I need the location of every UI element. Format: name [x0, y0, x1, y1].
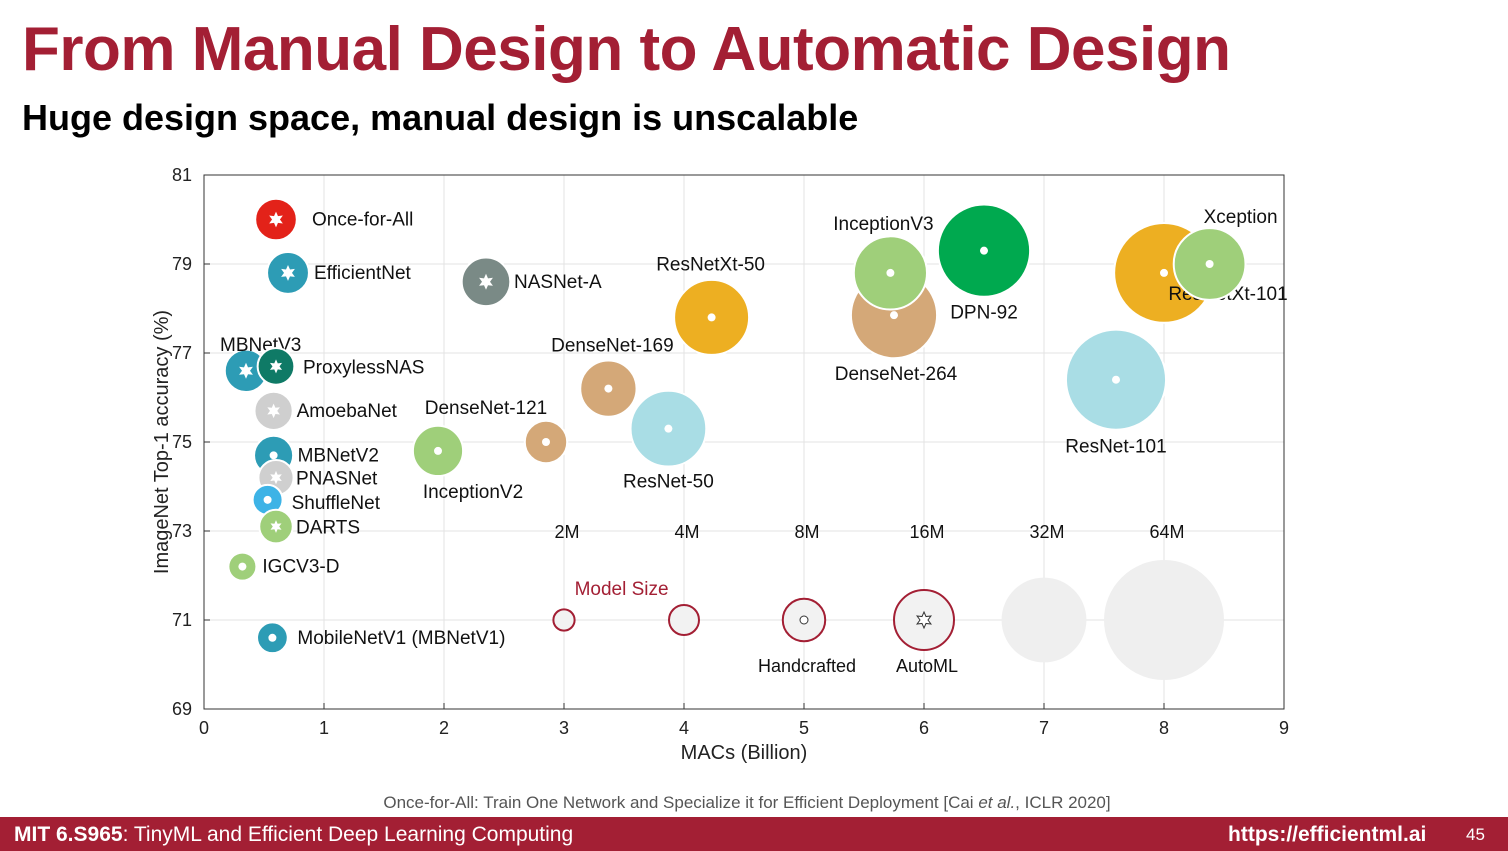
automl-legend-star [915, 610, 933, 630]
footer-bar: MIT 6.S965: TinyML and Efficient Deep Le… [0, 817, 1508, 851]
bubble-chart: 0 1 2 3 4 5 6 7 8 9 69 71 73 75 77 79 81 MACs (Billion) Im… [151, 165, 1289, 764]
course-title: MIT 6.S965: TinyML and Efficient Deep Le… [14, 823, 573, 847]
slide-subtitle: Huge design space, manual design is unsc… [22, 97, 859, 138]
bubble-label: NASNet-A [514, 272, 602, 293]
y-tick-label: 71 [172, 610, 192, 630]
automl-star-marker [270, 470, 282, 485]
automl-star-marker [267, 403, 280, 419]
size-legend-bubble [552, 608, 576, 632]
bubble-label: DPN-92 [950, 303, 1018, 324]
handcrafted-legend-dot [799, 615, 809, 625]
citation-prefix: Once-for-All: Train One Network and Spec… [383, 793, 979, 812]
handcrafted-dot-marker [1112, 375, 1120, 384]
handcrafted-dot-marker [707, 313, 716, 322]
size-legend-label: 64M [1149, 522, 1184, 542]
bubble-label: ResNet-50 [623, 472, 714, 493]
y-tick-label: 77 [172, 343, 192, 363]
y-tick-label: 79 [172, 254, 192, 274]
x-tick-label: 8 [1159, 718, 1169, 738]
size-legend-bubble [1104, 560, 1224, 680]
size-legend-label: 4M [674, 522, 699, 542]
handcrafted-dot-marker [238, 562, 247, 571]
x-axis-label: MACs (Billion) [681, 742, 808, 764]
x-tick-label: 4 [679, 718, 689, 738]
bubble-label: ShuffleNet [292, 493, 381, 514]
x-tick-label: 3 [559, 718, 569, 738]
bubble-label: ResNet-101 [1065, 437, 1166, 458]
page-number: 45 [1466, 825, 1485, 844]
y-tick-label: 81 [172, 165, 192, 185]
marker-legend-label: AutoML [896, 656, 958, 676]
y-axis-label: ImageNet Top-1 accuracy (%) [151, 310, 173, 574]
citation: Once-for-All: Train One Network and Spec… [0, 793, 1494, 813]
automl-star-marker [269, 359, 283, 374]
bubble-label: IGCV3-D [262, 557, 339, 578]
bubble-label: MobileNetV1 (MBNetV1) [297, 628, 505, 649]
bubble-label: AmoebaNet [297, 401, 398, 422]
citation-etal: et al. [978, 793, 1016, 812]
handcrafted-dot-marker [604, 384, 613, 393]
bubble-label: DARTS [296, 518, 360, 539]
handcrafted-dot-marker [890, 311, 898, 320]
size-legend-bubble [1001, 577, 1087, 663]
bubble-label: EfficientNet [314, 263, 412, 284]
bubble-label: MBNetV2 [298, 445, 379, 466]
course-code: MIT 6.S965 [14, 823, 123, 846]
x-tick-label: 5 [799, 718, 809, 738]
handcrafted-dot-marker [263, 495, 272, 504]
handcrafted-dot-marker [664, 424, 673, 433]
handcrafted-dot-marker [1205, 260, 1214, 268]
bubble-label: ProxylessNAS [303, 357, 424, 378]
x-tick-label: 0 [199, 718, 209, 738]
size-legend-title: Model Size [575, 579, 669, 600]
slide-title: From Manual Design to Automatic Design [22, 15, 1231, 84]
handcrafted-dot-marker [268, 633, 277, 642]
bubble-label: DenseNet-264 [835, 364, 958, 385]
bubble-label: PNASNet [296, 469, 378, 490]
course-url[interactable]: https://efficientml.ai [1228, 823, 1427, 846]
x-tick-label: 2 [439, 718, 449, 738]
automl-star-marker [479, 273, 493, 290]
automl-star-marker [270, 520, 282, 533]
bubble-label: Xception [1204, 207, 1278, 228]
bubble-label: InceptionV2 [423, 482, 523, 503]
y-tick-label: 69 [172, 699, 192, 719]
bubble-label: DenseNet-169 [551, 336, 674, 357]
handcrafted-dot-marker [886, 268, 895, 277]
bubble-label: InceptionV3 [833, 214, 933, 235]
marker-legend-label: Handcrafted [758, 656, 856, 676]
bubble-label: ResNetXt-50 [656, 254, 765, 275]
size-legend-label: 32M [1029, 522, 1064, 542]
size-legend-bubble [668, 604, 700, 636]
y-tick-label: 73 [172, 521, 192, 541]
citation-suffix: , ICLR 2020] [1015, 793, 1111, 812]
size-legend-label: 16M [909, 522, 944, 542]
handcrafted-dot-marker [269, 451, 278, 460]
size-legend-label: 8M [794, 522, 819, 542]
handcrafted-dot-marker [980, 246, 988, 255]
x-tick-label: 6 [919, 718, 929, 738]
bubble-label: DenseNet-121 [425, 398, 548, 419]
x-tick-label: 1 [319, 718, 329, 738]
size-legend-label: 2M [554, 522, 579, 542]
handcrafted-dot-marker [542, 438, 550, 446]
course-name: : TinyML and Efficient Deep Learning Com… [122, 823, 574, 846]
x-tick-label: 7 [1039, 718, 1049, 738]
automl-star-marker [281, 264, 295, 281]
handcrafted-dot-marker [434, 446, 442, 455]
bubble-label: Once-for-All [312, 210, 413, 231]
automl-star-marker [239, 362, 253, 379]
x-tick-label: 9 [1279, 718, 1289, 738]
y-tick-label: 75 [172, 432, 192, 452]
handcrafted-dot-marker [1160, 268, 1168, 277]
automl-star-marker [269, 211, 283, 228]
